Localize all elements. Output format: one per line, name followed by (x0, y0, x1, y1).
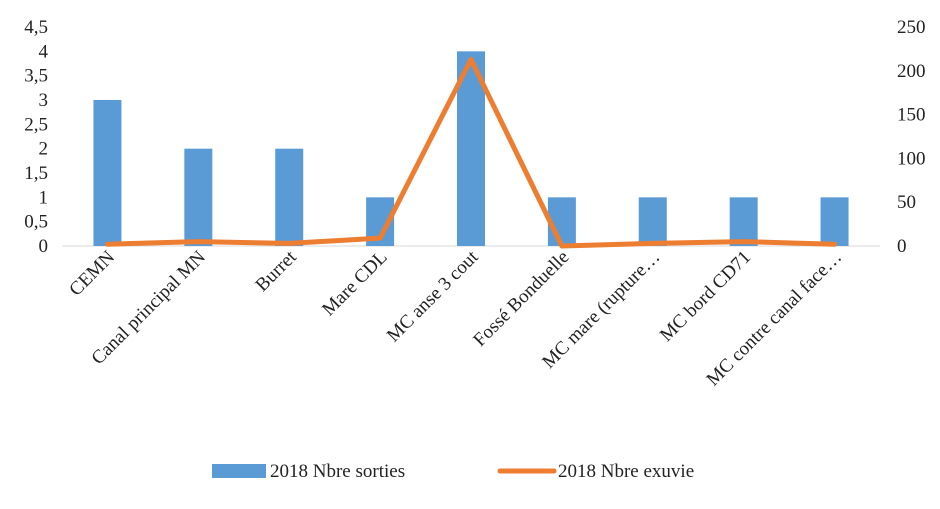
y-right-tick-label: 100 (897, 148, 926, 169)
legend-swatch-sorties (212, 464, 266, 478)
bar-series (93, 51, 849, 247)
y-left-tick-label: 4 (39, 41, 49, 62)
y-left-tick-label: 3 (39, 90, 49, 111)
y-right-tick-label: 50 (897, 192, 916, 213)
y-right-tick-label: 150 (897, 105, 926, 126)
x-category-label: MC anse 3 cout (383, 246, 483, 346)
x-category-label: CEMN (65, 246, 119, 300)
y-left-tick-label: 1,5 (24, 163, 48, 184)
legend-label-exuvie: 2018 Nbre exuvie (558, 461, 694, 482)
y-left-tick-label: 1 (39, 187, 49, 208)
bar (820, 197, 849, 246)
left-axis: 0 0,5 1 1,5 2 2,5 3 3,5 4 4,5 (24, 17, 48, 257)
line-series-exuvie (104, 56, 838, 249)
bar (93, 100, 122, 246)
bar (275, 148, 304, 246)
y-left-tick-label: 4,5 (24, 17, 48, 38)
x-category-label: Mare CDL (318, 247, 391, 320)
legend: 2018 Nbre sorties 2018 Nbre exuvie (212, 461, 694, 482)
y-left-tick-label: 3,5 (24, 66, 48, 87)
y-left-tick-label: 0,5 (24, 212, 48, 233)
x-category-label: Burret (252, 246, 302, 296)
bar (638, 197, 667, 246)
legend-label-sorties: 2018 Nbre sorties (270, 461, 405, 482)
x-category-label: Fossé Bonduelle (469, 247, 573, 351)
right-axis: 0 50 100 150 200 250 (897, 17, 926, 257)
y-left-tick-label: 0 (39, 236, 49, 257)
y-right-tick-label: 250 (897, 17, 926, 38)
bar (729, 197, 758, 246)
y-right-tick-label: 200 (897, 61, 926, 82)
x-category-label: MC bord CD71 (656, 247, 755, 346)
y-right-tick-label: 0 (897, 236, 907, 257)
bar (184, 148, 213, 246)
y-left-tick-label: 2 (39, 139, 49, 160)
y-left-tick-label: 2,5 (24, 114, 48, 135)
